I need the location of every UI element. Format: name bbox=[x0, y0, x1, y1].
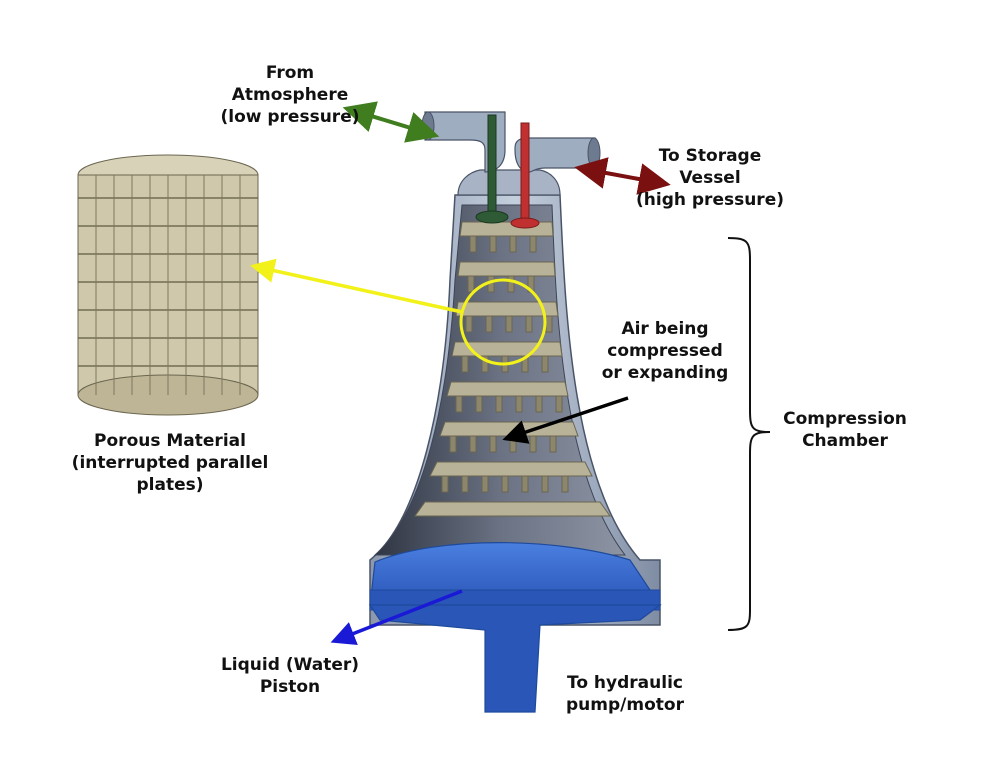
porous-label: Porous Material (interrupted parallel pl… bbox=[45, 430, 295, 496]
storage-label-line3: (high pressure) bbox=[636, 190, 784, 210]
storage-label: To Storage Vessel (high pressure) bbox=[620, 145, 800, 211]
atmosphere-label-line2: Atmosphere bbox=[231, 85, 349, 105]
storage-label-line1: To Storage bbox=[658, 146, 762, 166]
hydraulic-label-line2: pump/motor bbox=[566, 695, 684, 715]
porous-label-line3: plates) bbox=[136, 475, 204, 495]
air-label-line3: or expanding bbox=[601, 363, 729, 383]
storage-label-line2: Vessel bbox=[679, 168, 741, 188]
atmosphere-arrow bbox=[342, 101, 440, 143]
porous-label-line2: (interrupted parallel bbox=[71, 453, 269, 473]
air-arrow bbox=[502, 396, 629, 444]
atmosphere-label: From Atmosphere (low pressure) bbox=[215, 62, 365, 128]
chamber-label-line2: Chamber bbox=[802, 431, 888, 451]
chamber-label: Compression Chamber bbox=[770, 408, 920, 452]
atmosphere-label-line3: (low pressure) bbox=[220, 107, 360, 127]
piston-stem bbox=[368, 604, 662, 713]
porous-callout-circle bbox=[459, 278, 547, 366]
piston-arrow bbox=[330, 589, 463, 645]
compression-chamber-body bbox=[368, 111, 662, 713]
air-label: Air being compressed or expanding bbox=[590, 318, 740, 384]
liquid-piston-surface bbox=[369, 542, 662, 606]
atmosphere-label-line1: From bbox=[265, 63, 315, 83]
chamber-label-line1: Compression bbox=[783, 409, 907, 429]
piston-label-line1: Liquid (Water) bbox=[220, 655, 360, 675]
porous-material-illustration bbox=[77, 154, 259, 416]
hydraulic-label-line1: To hydraulic bbox=[567, 673, 683, 693]
piston-label: Liquid (Water) Piston bbox=[205, 654, 375, 698]
porous-label-line1: Porous Material bbox=[94, 431, 246, 451]
air-label-line1: Air being bbox=[621, 319, 709, 339]
piston-label-line2: Piston bbox=[259, 677, 321, 697]
air-label-line2: compressed bbox=[607, 341, 723, 361]
porous-callout-arrow bbox=[250, 258, 463, 314]
chamber-brace bbox=[727, 237, 771, 631]
intake-valve bbox=[475, 114, 509, 224]
chamber-plates bbox=[414, 221, 611, 517]
storage-arrow bbox=[574, 157, 671, 195]
hydraulic-label: To hydraulic pump/motor bbox=[545, 672, 705, 716]
exhaust-valve bbox=[510, 122, 540, 229]
